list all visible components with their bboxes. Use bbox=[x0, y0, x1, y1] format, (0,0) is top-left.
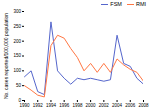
svg-text:1994: 1994 bbox=[46, 103, 57, 108]
svg-text:No. cases reported/100,000 pop: No. cases reported/100,000 population bbox=[3, 13, 9, 99]
svg-text:2004: 2004 bbox=[112, 103, 123, 108]
svg-text:300: 300 bbox=[13, 9, 21, 14]
html-text:FSM: FSM bbox=[110, 1, 122, 7]
svg-text:2008: 2008 bbox=[138, 103, 149, 108]
svg-text:1996: 1996 bbox=[59, 103, 70, 108]
svg-text:1998: 1998 bbox=[72, 103, 83, 108]
svg-text:1992: 1992 bbox=[33, 103, 44, 108]
svg-text:50: 50 bbox=[16, 83, 22, 88]
svg-text:250: 250 bbox=[13, 24, 21, 29]
svg-text:150: 150 bbox=[13, 53, 21, 58]
svg-text:100: 100 bbox=[13, 68, 21, 73]
svg-text:200: 200 bbox=[13, 39, 21, 44]
svg-text:0: 0 bbox=[18, 98, 21, 103]
svg-text:2002: 2002 bbox=[99, 103, 110, 108]
svg-text:2000: 2000 bbox=[86, 103, 97, 108]
svg-text:2006: 2006 bbox=[125, 103, 136, 108]
svg-text:1990: 1990 bbox=[19, 103, 30, 108]
html-text:RMI: RMI bbox=[135, 1, 146, 7]
